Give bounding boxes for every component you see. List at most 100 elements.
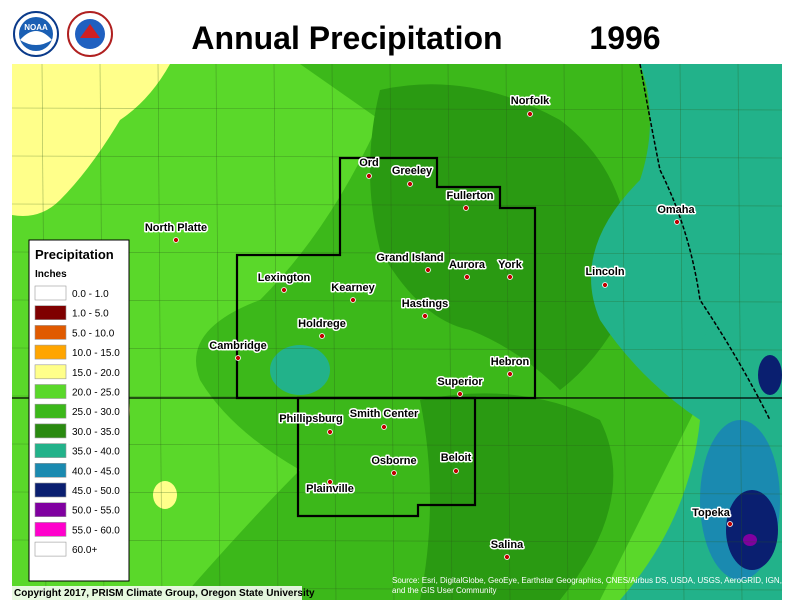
- county-line: [12, 347, 782, 351]
- county-line: [447, 64, 453, 600]
- noaa-label: NOAA: [24, 23, 48, 32]
- city-layer: Norfolk Ord Greeley Fullerton Omaha North Pla…: [143, 94, 733, 560]
- city-label: Superior: [437, 376, 483, 388]
- city-label: Aurora: [449, 259, 486, 271]
- city-marker: [453, 468, 459, 474]
- city-label: York: [498, 259, 523, 271]
- city-label: Phillipsburg: [279, 413, 343, 425]
- city-label: Cambridge: [209, 340, 266, 352]
- city-marker: [173, 237, 179, 243]
- city-marker: [457, 391, 463, 397]
- city-marker: [674, 219, 680, 225]
- city-marker: [381, 424, 387, 430]
- county-line: [12, 107, 782, 111]
- noaa-logo: NOAA: [13, 11, 59, 57]
- city-label: Topeka: [692, 507, 731, 519]
- city-marker: [327, 479, 333, 485]
- legend-label: 50.0 - 55.0: [72, 506, 120, 517]
- county-line: [12, 443, 782, 447]
- county-line: [621, 64, 627, 600]
- legend-swatch: [34, 502, 67, 518]
- legend-label: 15.0 - 20.0: [72, 368, 120, 379]
- map-year: 1996: [589, 20, 660, 56]
- city-label: Kearney: [331, 282, 375, 294]
- city-label: Fullerton: [446, 190, 493, 202]
- county-line: [215, 64, 221, 600]
- city-marker: [350, 297, 356, 303]
- city-marker: [504, 554, 510, 560]
- city-label: Beloit: [441, 452, 472, 464]
- precipitation-map: [12, 64, 782, 600]
- copyright: Copyright 2017, PRISM Climate Group, Ore…: [14, 588, 315, 599]
- city-marker: [464, 274, 470, 280]
- legend-swatch: [34, 443, 67, 458]
- source-credit: Source: Esri, DigitalGlobe, GeoEye, Eart…: [392, 576, 782, 595]
- county-line: [563, 64, 569, 600]
- legend-swatch: [34, 403, 67, 419]
- legend-label: 60.0+: [72, 545, 97, 556]
- county-line: [737, 64, 743, 600]
- city-marker: [507, 274, 513, 280]
- legend-label: 1.0 - 5.0: [72, 309, 109, 320]
- county-line: [12, 491, 782, 495]
- county-line: [505, 64, 511, 600]
- nws-logo: [67, 11, 113, 57]
- legend-label: 45.0 - 50.0: [72, 486, 120, 497]
- legend-label: 20.0 - 25.0: [72, 388, 120, 399]
- county-line: [389, 64, 395, 600]
- legend: Precipitation Inches 0.0 - 1.0 1.0 - 5.0 5…: [28, 239, 130, 582]
- city-label: Lincoln: [585, 266, 624, 278]
- city-label: Omaha: [657, 204, 695, 216]
- city-label: North Platte: [145, 222, 207, 234]
- legend-swatch: [34, 325, 67, 340]
- city-label: Lexington: [258, 272, 311, 284]
- legend-swatch: [34, 462, 67, 478]
- city-marker: [507, 371, 513, 377]
- city-label: Norfolk: [511, 95, 550, 107]
- legend-swatch: [34, 482, 67, 498]
- city-marker: [463, 205, 469, 211]
- legend-swatch: [34, 305, 67, 321]
- legend-swatch: [34, 285, 67, 301]
- legend-label: 40.0 - 45.0: [72, 466, 120, 477]
- city-label: Smith Center: [350, 408, 419, 420]
- legend-label: 0.0 - 1.0: [72, 289, 109, 300]
- city-marker: [422, 313, 428, 319]
- legend-swatch: [34, 541, 67, 557]
- city-label: Ord: [359, 157, 379, 169]
- legend-title: Precipitation: [35, 247, 114, 262]
- legend-label: 10.0 - 15.0: [72, 348, 120, 359]
- city-label: Salina: [491, 539, 524, 551]
- city-marker: [281, 287, 287, 293]
- city-label: Grand Island: [376, 252, 443, 264]
- legend-swatch: [34, 364, 67, 380]
- city-marker: [235, 355, 241, 361]
- city-label: Holdrege: [298, 318, 346, 330]
- county-line: [679, 64, 685, 600]
- city-marker: [425, 267, 431, 273]
- legend-swatch: [34, 344, 67, 360]
- county-line: [12, 299, 782, 303]
- map-title: Annual Precipitation: [191, 20, 502, 56]
- city-label: Osborne: [371, 455, 416, 467]
- legend-units: Inches: [35, 269, 67, 280]
- legend-swatch: [34, 423, 67, 439]
- city-marker: [366, 173, 372, 179]
- legend-label: 35.0 - 40.0: [72, 447, 120, 458]
- county-line: [331, 64, 337, 600]
- county-line: [12, 539, 782, 543]
- city-label: Hebron: [491, 356, 530, 368]
- city-marker: [602, 282, 608, 288]
- city-marker: [327, 429, 333, 435]
- city-marker: [407, 181, 413, 187]
- legend-label: 5.0 - 10.0: [72, 328, 115, 339]
- legend-label: 55.0 - 60.0: [72, 525, 120, 536]
- county-line: [12, 203, 782, 207]
- county-line: [273, 64, 279, 600]
- city-marker: [727, 521, 733, 527]
- county-line: [157, 64, 163, 600]
- legend-swatch: [34, 522, 67, 537]
- city-label: Greeley: [392, 165, 433, 177]
